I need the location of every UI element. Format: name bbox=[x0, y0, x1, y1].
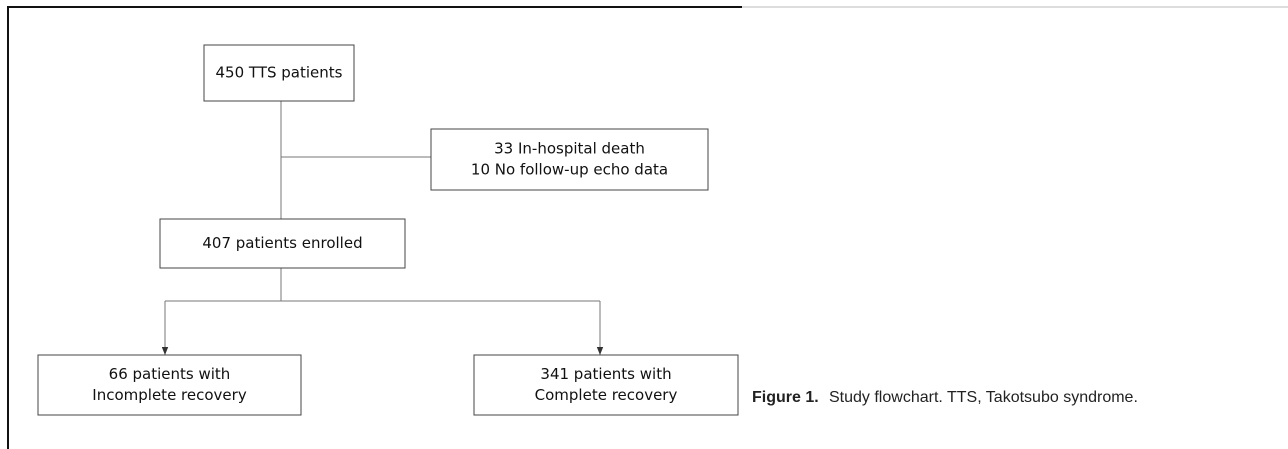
node-box bbox=[203, 44, 355, 102]
node-box bbox=[37, 354, 302, 416]
node-text: 450 TTS patients bbox=[216, 64, 343, 82]
nodes: 450 TTS patients 33 In-hospital death 10 N… bbox=[37, 44, 739, 416]
node-box bbox=[430, 128, 709, 191]
caption-text: Study flowchart. TTS, Takotsubo syndrome… bbox=[829, 389, 1138, 406]
node-text: 341 patients with bbox=[540, 365, 671, 383]
node-box bbox=[473, 354, 739, 416]
node-text: 66 patients with bbox=[109, 365, 231, 383]
node-text: 33 In-hospital death bbox=[494, 140, 645, 158]
node-text: 10 No follow-up echo data bbox=[471, 161, 668, 179]
node-text: Complete recovery bbox=[535, 386, 678, 404]
node-text: Incomplete recovery bbox=[92, 386, 247, 404]
node-box bbox=[159, 218, 406, 269]
node-text: 407 patients enrolled bbox=[202, 234, 362, 252]
caption-label: Figure 1. bbox=[752, 389, 819, 406]
